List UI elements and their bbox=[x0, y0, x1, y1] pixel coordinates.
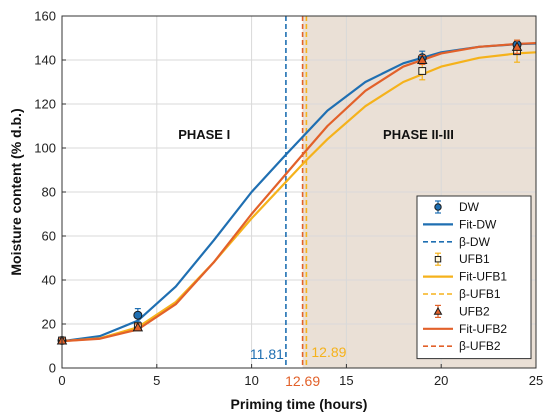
legend-label: Fit-DW bbox=[459, 217, 497, 231]
legend-entry: Fit-UFB1 bbox=[423, 270, 507, 284]
legend-label: UFB1 bbox=[459, 252, 490, 266]
y-tick-label: 140 bbox=[34, 53, 56, 68]
x-axis-title: Priming time (hours) bbox=[231, 396, 368, 412]
beta-value-b-dw: 11.81 bbox=[250, 346, 284, 362]
x-tick-label: 10 bbox=[244, 373, 258, 388]
legend-label: DW bbox=[459, 200, 480, 214]
y-tick-label: 20 bbox=[42, 317, 56, 332]
annotation-phase1: PHASE I bbox=[178, 127, 230, 142]
y-tick-label: 100 bbox=[34, 141, 56, 156]
data-point-ufb2 bbox=[132, 321, 144, 332]
y-tick-label: 40 bbox=[42, 273, 56, 288]
legend-label: β-DW bbox=[459, 235, 491, 249]
annotation-phase2: PHASE II-III bbox=[383, 127, 454, 142]
beta-value-b-ufb2: 12.69 bbox=[285, 373, 320, 389]
legend-entry: UFB2 bbox=[433, 304, 490, 318]
y-axis-title: Moisture content (% d.b.) bbox=[8, 108, 24, 275]
legend-entry: β-UFB1 bbox=[423, 287, 501, 301]
x-tick-label: 20 bbox=[434, 373, 448, 388]
legend-entry: Fit-DW bbox=[423, 217, 497, 231]
y-tick-label: 60 bbox=[42, 229, 56, 244]
data-point-dw bbox=[133, 310, 143, 320]
x-tick-label: 15 bbox=[339, 373, 353, 388]
legend-entry: β-DW bbox=[423, 235, 491, 249]
legend-entry: β-UFB2 bbox=[423, 339, 501, 353]
legend-label: Fit-UFB1 bbox=[459, 270, 507, 284]
data-point-ufb1 bbox=[418, 67, 427, 75]
y-tick-label: 0 bbox=[49, 361, 56, 376]
data-point-ufb2 bbox=[511, 41, 523, 51]
legend-entry: Fit-UFB2 bbox=[423, 322, 507, 336]
legend-label: UFB2 bbox=[459, 304, 490, 318]
x-tick-label: 0 bbox=[58, 373, 65, 388]
y-tick-label: 160 bbox=[34, 9, 56, 24]
legend-label: β-UFB2 bbox=[459, 339, 501, 353]
y-tick-label: 80 bbox=[42, 185, 56, 200]
x-tick-label: 25 bbox=[529, 373, 543, 388]
x-tick-label: 5 bbox=[153, 373, 160, 388]
beta-value-b-ufb1: 12.89 bbox=[311, 344, 346, 360]
legend-label: Fit-UFB2 bbox=[459, 322, 507, 336]
data-point-ufb2 bbox=[416, 54, 428, 65]
legend-marker bbox=[434, 203, 442, 211]
legend-entry: DW bbox=[434, 200, 480, 214]
y-tick-label: 120 bbox=[34, 97, 56, 112]
legend-entry: UFB1 bbox=[434, 252, 490, 266]
legend-label: β-UFB1 bbox=[459, 287, 501, 301]
legend-marker bbox=[433, 306, 443, 315]
fit-curve-ufb2 bbox=[61, 41, 537, 343]
legend-marker bbox=[434, 255, 442, 263]
fit-curve-ufb1 bbox=[61, 51, 537, 343]
